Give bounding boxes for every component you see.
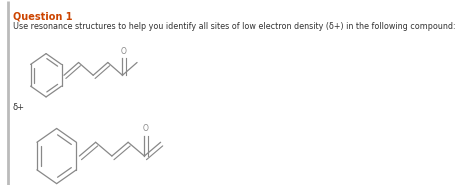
Text: O: O [120,46,126,56]
Text: δ+: δ+ [13,103,25,112]
Text: Use resonance structures to help you identify all sites of low electron density : Use resonance structures to help you ide… [13,22,456,31]
Text: Question 1: Question 1 [13,11,72,21]
Text: O: O [143,124,149,133]
